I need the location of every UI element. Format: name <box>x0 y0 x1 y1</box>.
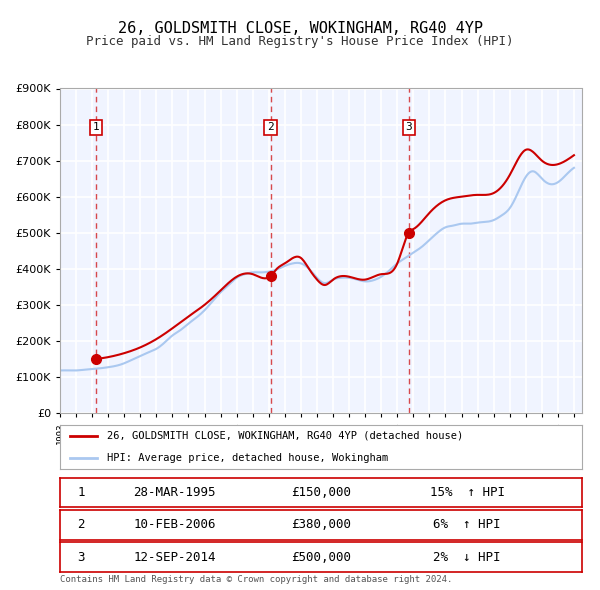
Text: 2: 2 <box>77 519 85 532</box>
Text: 1: 1 <box>92 123 100 132</box>
Text: 2%  ↓ HPI: 2% ↓ HPI <box>433 551 501 564</box>
Text: 10-FEB-2006: 10-FEB-2006 <box>134 519 216 532</box>
Text: £150,000: £150,000 <box>291 486 351 499</box>
Text: 15%  ↑ HPI: 15% ↑ HPI <box>430 486 505 499</box>
Text: 6%  ↑ HPI: 6% ↑ HPI <box>433 519 501 532</box>
Text: HPI: Average price, detached house, Wokingham: HPI: Average price, detached house, Woki… <box>107 453 388 463</box>
Text: £380,000: £380,000 <box>291 519 351 532</box>
Text: Price paid vs. HM Land Registry's House Price Index (HPI): Price paid vs. HM Land Registry's House … <box>86 35 514 48</box>
Text: 12-SEP-2014: 12-SEP-2014 <box>134 551 216 564</box>
Text: 3: 3 <box>77 551 85 564</box>
Text: 26, GOLDSMITH CLOSE, WOKINGHAM, RG40 4YP: 26, GOLDSMITH CLOSE, WOKINGHAM, RG40 4YP <box>118 21 482 35</box>
Text: £500,000: £500,000 <box>291 551 351 564</box>
Text: Contains HM Land Registry data © Crown copyright and database right 2024.: Contains HM Land Registry data © Crown c… <box>60 575 452 584</box>
Text: 3: 3 <box>406 123 412 132</box>
Text: 2: 2 <box>267 123 274 132</box>
Text: 28-MAR-1995: 28-MAR-1995 <box>134 486 216 499</box>
Text: 26, GOLDSMITH CLOSE, WOKINGHAM, RG40 4YP (detached house): 26, GOLDSMITH CLOSE, WOKINGHAM, RG40 4YP… <box>107 431 463 441</box>
Text: 1: 1 <box>77 486 85 499</box>
